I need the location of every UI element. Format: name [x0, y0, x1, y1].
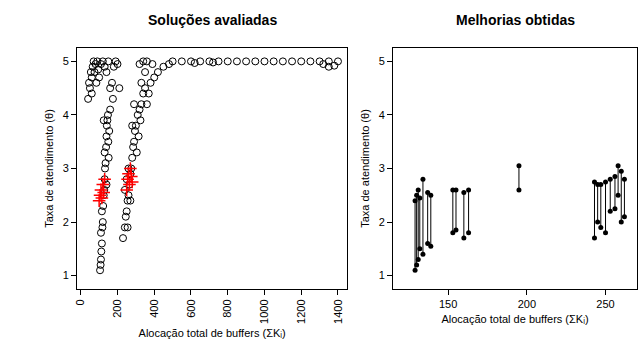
svg-text:Melhorias obtidas: Melhorias obtidas [456, 12, 575, 28]
svg-text:5: 5 [379, 55, 385, 67]
svg-text:3: 3 [63, 162, 69, 174]
svg-text:1: 1 [63, 269, 69, 281]
svg-text:5: 5 [63, 55, 69, 67]
svg-text:Alocação total de buffers (ΣKᵢ: Alocação total de buffers (ΣKᵢ) [139, 327, 286, 339]
svg-text:200: 200 [518, 298, 536, 310]
svg-text:Alocação total de buffers (ΣKᵢ: Alocação total de buffers (ΣKᵢ) [441, 313, 588, 325]
svg-text:Taxa de atendimento (θ): Taxa de atendimento (θ) [43, 109, 55, 228]
svg-text:2: 2 [379, 216, 385, 228]
svg-text:250: 250 [596, 298, 614, 310]
svg-text:1200: 1200 [295, 299, 307, 323]
svg-text:200: 200 [111, 299, 123, 317]
svg-text:0: 0 [74, 299, 86, 305]
svg-text:600: 600 [185, 299, 197, 317]
svg-text:Soluções avaliadas: Soluções avaliadas [148, 12, 277, 28]
svg-text:4: 4 [63, 109, 69, 121]
svg-text:1000: 1000 [258, 299, 270, 323]
svg-text:1400: 1400 [332, 299, 344, 323]
svg-text:1: 1 [379, 269, 385, 281]
svg-text:800: 800 [221, 299, 233, 317]
svg-text:2: 2 [63, 216, 69, 228]
svg-text:150: 150 [439, 298, 457, 310]
svg-text:3: 3 [379, 162, 385, 174]
svg-text:400: 400 [148, 299, 160, 317]
svg-text:4: 4 [379, 109, 385, 121]
svg-text:Taxa de atendimento (θ): Taxa de atendimento (θ) [359, 109, 371, 228]
